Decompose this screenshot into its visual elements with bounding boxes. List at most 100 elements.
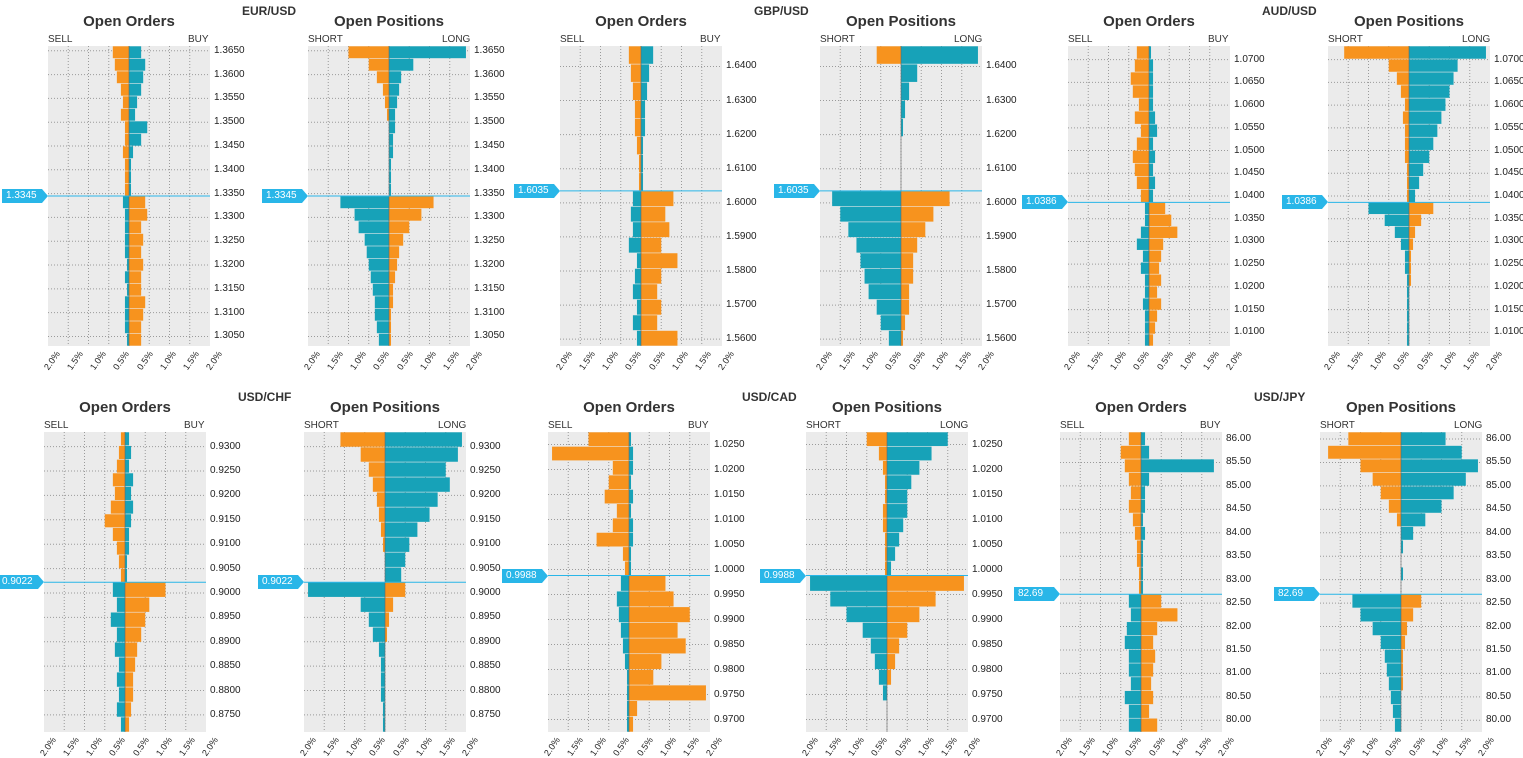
x-tick-label: 1.0% <box>344 735 365 758</box>
x-tick-label: 1.5% <box>1460 349 1481 372</box>
bar <box>129 271 142 284</box>
chart-svg <box>1068 46 1230 346</box>
bar <box>901 46 978 64</box>
bar <box>641 253 678 269</box>
bar <box>1124 635 1141 650</box>
bar <box>612 461 629 475</box>
bar <box>1394 718 1401 732</box>
bar <box>360 447 385 462</box>
bar <box>384 96 389 109</box>
bar <box>389 96 398 109</box>
y-tick-label: 1.3300 <box>474 211 505 223</box>
y-tick-label: 1.0550 <box>1494 121 1523 133</box>
bar <box>641 206 666 222</box>
bar <box>1144 334 1149 346</box>
y-tick-label: 1.3100 <box>474 306 505 318</box>
y-tick-label: 1.0600 <box>1234 99 1265 111</box>
y-tick-label: 1.3100 <box>214 306 245 318</box>
bar <box>629 432 632 447</box>
bar <box>1400 85 1409 98</box>
bar <box>389 333 392 346</box>
bar <box>1401 677 1404 691</box>
bar <box>116 627 125 642</box>
y-tick-label: 0.9700 <box>714 713 745 725</box>
bar <box>901 299 910 315</box>
bar <box>389 183 392 196</box>
bar <box>1130 72 1149 85</box>
pair-name: EUR/USD <box>242 4 297 18</box>
bar <box>116 541 125 555</box>
bar <box>1141 540 1144 554</box>
y-tick-label: 1.0150 <box>1234 303 1265 315</box>
bar <box>1402 111 1409 124</box>
bar <box>129 133 142 146</box>
bar <box>596 532 629 547</box>
y-tick-label: 84.50 <box>1226 503 1252 515</box>
y-tick-label: 0.9150 <box>470 513 501 525</box>
y-tick-label: 0.9750 <box>714 688 745 700</box>
bar <box>114 486 125 500</box>
bar <box>1136 137 1149 150</box>
bar <box>1409 46 1486 59</box>
y-tick-label: 1.0200 <box>1234 280 1265 292</box>
bar <box>626 669 629 685</box>
bar <box>1360 459 1401 473</box>
buy-label: BUY <box>184 420 205 431</box>
bar <box>846 607 887 623</box>
short-label: SHORT <box>806 420 841 431</box>
bar <box>125 627 142 642</box>
bar <box>372 477 385 492</box>
y-tick-label: 1.6100 <box>986 162 1017 174</box>
long-label: LONG <box>438 420 467 431</box>
buy-label: BUY <box>188 34 209 45</box>
y-tick-label: 1.5600 <box>726 333 757 345</box>
bar <box>1149 298 1162 310</box>
plot-area <box>1060 432 1222 732</box>
bar <box>641 222 670 238</box>
x-tick-label: 2.0% <box>1314 735 1334 758</box>
bar <box>632 222 641 238</box>
y-tick-label: 0.9800 <box>972 663 1003 675</box>
bar <box>1409 163 1424 177</box>
y-tick-label: 1.0150 <box>1494 303 1523 315</box>
bar <box>129 183 132 196</box>
bar <box>1401 567 1404 581</box>
x-tick-label: 1.0% <box>153 735 174 758</box>
bar <box>125 657 136 672</box>
bar <box>122 96 129 109</box>
y-tick-label: 1.0100 <box>714 513 745 525</box>
x-tick-label: 0.5% <box>869 735 890 758</box>
bar <box>878 446 887 461</box>
bar <box>1409 150 1430 163</box>
bar <box>385 567 402 582</box>
bar <box>389 58 414 71</box>
y-tick-label: 1.3500 <box>474 116 505 128</box>
x-tick-label: 1.5% <box>1345 349 1366 372</box>
bar <box>1149 334 1154 346</box>
bar <box>1348 432 1401 446</box>
bar <box>1140 124 1149 137</box>
open-positions-title: Open Positions <box>329 399 440 416</box>
bar <box>862 622 887 638</box>
y-tick-label: 1.0250 <box>1494 258 1523 270</box>
bar <box>340 196 389 209</box>
x-tick-label: 2.0% <box>1224 349 1244 372</box>
x-tick-label: 2.0% <box>38 735 58 758</box>
bar <box>116 71 129 84</box>
bar <box>1380 635 1401 650</box>
x-tick-label: 1.0% <box>1108 349 1129 372</box>
bar <box>380 687 385 702</box>
bar <box>620 575 629 591</box>
bar <box>887 575 964 591</box>
x-tick-label: 0.5% <box>1406 735 1427 758</box>
bar <box>389 121 396 134</box>
bar <box>1138 98 1149 111</box>
bar <box>129 258 144 271</box>
y-tick-label: 1.6200 <box>986 128 1017 140</box>
bar <box>1409 274 1412 286</box>
y-tick-label: 86.00 <box>1226 433 1252 445</box>
current-price-badge: 0.9022 <box>0 575 44 590</box>
y-tick-label: 80.00 <box>1486 714 1512 726</box>
y-tick-label: 1.3550 <box>474 92 505 104</box>
bar <box>624 654 629 670</box>
